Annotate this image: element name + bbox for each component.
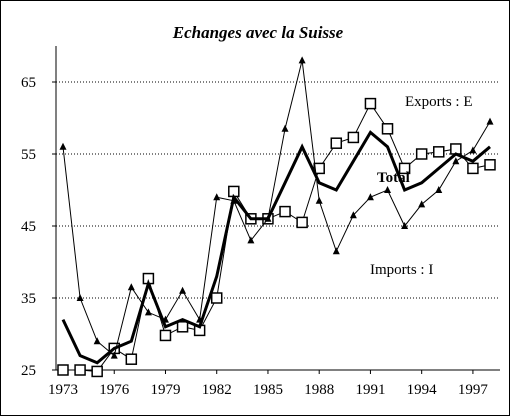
square-marker (125, 353, 138, 365)
triangle-marker (315, 196, 323, 204)
triangle-marker (179, 286, 187, 294)
x-tick-label: 1997 (458, 382, 489, 398)
square-marker (57, 364, 69, 376)
series-line (61, 130, 491, 365)
x-tick-label: 1976 (99, 382, 130, 398)
square-marker (313, 162, 325, 175)
square-marker (74, 364, 86, 376)
triangle-marker (213, 193, 221, 201)
x-tick-label: 1994 (407, 382, 438, 398)
square-marker (381, 123, 394, 135)
series-label: Exports : E (405, 94, 473, 110)
triangle-marker (93, 337, 101, 345)
triangle-marker (401, 222, 409, 229)
y-tick-label: 55 (21, 147, 36, 163)
x-tick-label: 1973 (48, 382, 78, 398)
triangle-marker (366, 193, 374, 201)
square-marker (398, 162, 411, 175)
y-tick-label: 45 (21, 219, 36, 235)
square-marker (330, 137, 343, 149)
triangle-marker (486, 117, 494, 125)
triangle-marker (452, 157, 460, 165)
square-marker (176, 321, 189, 333)
triangle-marker (298, 56, 306, 64)
square-marker (210, 292, 223, 304)
x-tick-label: 1979 (150, 382, 180, 398)
square-marker (433, 146, 445, 158)
triangle-marker (349, 211, 357, 219)
y-tick-label: 35 (21, 291, 36, 307)
x-tick-label: 1982 (202, 382, 232, 398)
square-marker (279, 205, 291, 218)
square-marker (347, 131, 360, 144)
triangle-marker (247, 236, 255, 244)
square-marker (159, 329, 172, 342)
y-tick-label: 65 (21, 75, 36, 91)
square-marker (296, 216, 308, 229)
triangle-marker (469, 146, 477, 154)
chart-title: Echanges avec la Suisse (172, 23, 344, 42)
square-marker (364, 97, 377, 110)
triangle-marker (76, 294, 84, 301)
square-marker (415, 148, 428, 160)
series-label: Total (377, 170, 410, 186)
x-tick-label: 1985 (253, 382, 283, 398)
square-marker (484, 159, 496, 171)
triangle-marker (127, 283, 135, 291)
triangle-marker (281, 124, 289, 132)
triangle-marker (418, 200, 426, 208)
square-marker (467, 162, 479, 175)
triangle-marker (59, 142, 67, 150)
triangle-marker (144, 308, 152, 316)
y-tick-label: 25 (21, 363, 36, 379)
square-marker (91, 365, 103, 378)
triangle-marker (110, 351, 118, 359)
x-tick-label: 1991 (355, 382, 385, 398)
series-line (62, 60, 491, 357)
x-tick-label: 1988 (304, 382, 334, 398)
triangle-marker (332, 247, 340, 255)
triangle-marker (435, 186, 443, 193)
triangle-marker (384, 186, 392, 193)
series-label: Imports : I (370, 262, 433, 278)
